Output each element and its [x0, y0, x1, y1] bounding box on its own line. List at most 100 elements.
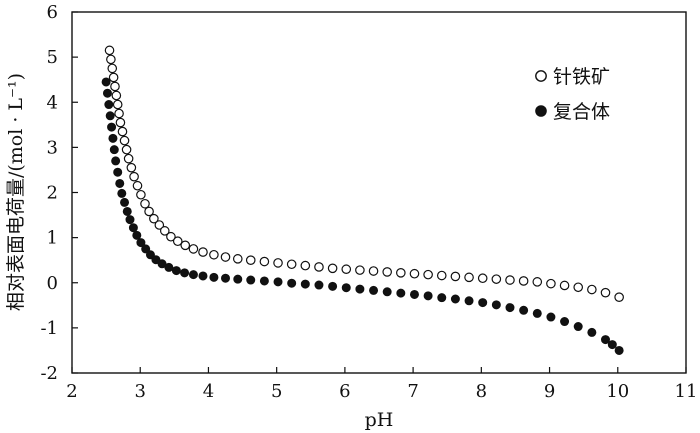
goethite-point: [573, 282, 584, 293]
goethite-point: [382, 267, 392, 277]
goethite-point: [273, 258, 283, 268]
composite-point: [328, 281, 338, 291]
goethite-point: [114, 108, 124, 119]
composite-point: [259, 276, 269, 286]
goethite-point: [232, 254, 243, 264]
goethite-point: [286, 259, 297, 270]
y-tick-label: 4: [47, 92, 58, 113]
x-tick-label: 5: [271, 381, 282, 402]
goethite-point: [104, 45, 115, 56]
goethite-point: [436, 270, 447, 281]
composite-point: [125, 215, 135, 225]
points-layer: [101, 45, 624, 355]
composite-point: [287, 278, 297, 288]
goethite-point: [341, 264, 352, 275]
x-tick-label: 10: [606, 381, 629, 402]
goethite-point: [172, 236, 183, 247]
composite-point: [101, 77, 111, 87]
composite-point: [108, 133, 118, 143]
y-tick-label: 5: [47, 47, 58, 68]
goethite-point: [123, 153, 134, 164]
y-tick-label: -2: [40, 363, 58, 384]
goethite-point: [532, 277, 543, 287]
goethite-point: [121, 144, 132, 155]
legend-label-goethite: 针铁矿: [553, 66, 610, 88]
legend-item-composite: 复合体: [535, 101, 610, 123]
composite-point: [117, 188, 127, 198]
goethite-point: [614, 292, 624, 302]
goethite-point: [300, 260, 311, 271]
composite-point: [409, 289, 419, 299]
y-tick-label: 0: [47, 273, 58, 294]
composite-point: [113, 167, 123, 177]
x-tick-label: 9: [544, 381, 555, 402]
goethite-point: [180, 240, 191, 251]
composite-point: [157, 259, 167, 269]
goethite-point: [106, 54, 116, 65]
goethite-point: [559, 280, 570, 291]
goethite-point: [117, 126, 128, 137]
composite-point: [573, 322, 583, 332]
goethite-point: [129, 171, 139, 182]
legend-marker-goethite: [535, 70, 547, 82]
composite-point: [115, 178, 125, 188]
composite-point: [546, 312, 556, 322]
composite-point: [164, 262, 174, 272]
composite-point: [128, 223, 138, 233]
composite-point: [437, 293, 447, 303]
goethite-point: [115, 117, 126, 128]
composite-point: [478, 298, 488, 308]
composite-point: [122, 206, 132, 216]
goethite-point: [396, 268, 406, 278]
goethite-point: [600, 287, 611, 298]
composite-point: [369, 285, 379, 295]
goethite-point: [505, 275, 515, 285]
composite-point: [273, 277, 283, 287]
composite-point: [209, 272, 219, 282]
goethite-point: [450, 271, 461, 282]
goethite-point: [409, 268, 420, 279]
goethite-point: [245, 255, 256, 265]
goethite-point: [119, 135, 130, 146]
composite-point: [607, 340, 617, 350]
goethite-point: [546, 278, 556, 289]
goethite-point: [587, 284, 597, 295]
goethite-point: [423, 269, 433, 280]
composite-point: [505, 303, 515, 313]
goethite-point: [112, 99, 123, 110]
composite-point: [246, 275, 256, 285]
goethite-point: [209, 249, 219, 260]
composite-point: [314, 280, 324, 290]
composite-point: [180, 268, 190, 278]
goethite-point: [314, 262, 324, 272]
legend: 针铁矿 复合体: [535, 66, 610, 123]
y-tick-label: 1: [47, 228, 58, 249]
composite-point: [188, 270, 198, 280]
composite-point: [341, 283, 351, 293]
composite-point: [111, 156, 121, 166]
goethite-point: [491, 274, 502, 284]
goethite-point: [154, 220, 165, 230]
composite-point: [109, 145, 119, 155]
goethite-point: [188, 244, 199, 254]
y-tick-label: 3: [47, 137, 58, 158]
y-tick-label: 2: [47, 183, 58, 204]
composite-point: [532, 308, 542, 318]
goethite-point: [110, 81, 120, 92]
composite-point: [120, 197, 130, 207]
x-tick-label: 7: [407, 381, 418, 402]
x-tick-label: 6: [339, 381, 350, 402]
goethite-point: [132, 180, 143, 191]
goethite-point: [144, 206, 154, 217]
composite-point: [107, 122, 117, 132]
composite-point: [450, 294, 460, 304]
goethite-point: [149, 213, 159, 224]
composite-point: [102, 88, 112, 98]
composite-point: [132, 230, 142, 240]
composite-point: [233, 274, 243, 284]
goethite-point: [327, 263, 338, 274]
composite-point: [105, 111, 115, 121]
composite-point: [491, 300, 501, 310]
x-tick-label: 4: [203, 381, 214, 402]
goethite-point: [107, 63, 118, 74]
